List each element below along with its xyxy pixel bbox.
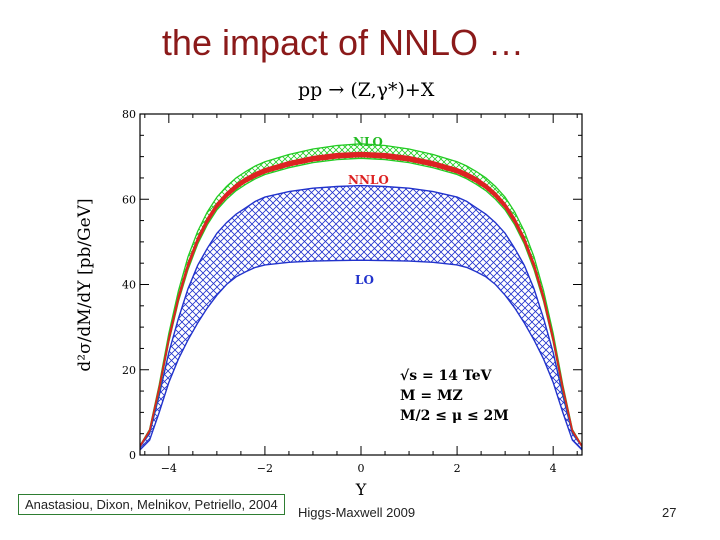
x-tick-label: −2 <box>257 462 273 475</box>
x-tick-label: 4 <box>550 462 557 475</box>
x-axis-label: Y <box>355 480 367 499</box>
page-number: 27 <box>662 505 677 520</box>
annotation-scale: M/2 ≤ μ ≤ 2M <box>400 408 509 424</box>
band-nlo-upper-edge <box>140 143 582 446</box>
band-nnlo-lower-edge <box>140 155 582 447</box>
footer-text: Higgs-Maxwell 2009 <box>298 505 416 520</box>
series-label-nnlo: NNLO <box>348 173 389 187</box>
x-tick-label: 2 <box>454 462 461 475</box>
band-lo-lower-edge <box>140 259 582 451</box>
x-tick-label: −4 <box>161 462 177 475</box>
y-tick-label: 40 <box>122 279 136 292</box>
series-label-lo: LO <box>355 273 374 287</box>
citation-box: Anastasiou, Dixon, Melnikov, Petriello, … <box>18 494 285 515</box>
annotation-energy: √s = 14 TeV <box>400 368 493 384</box>
band-nnlo-upper-edge <box>140 151 582 447</box>
band-lo <box>140 185 582 450</box>
y-tick-label: 20 <box>122 364 136 377</box>
y-tick-label: 60 <box>122 193 136 206</box>
annotation-mass: M = MZ <box>400 388 463 404</box>
slide-title: the impact of NNLO … <box>161 22 525 63</box>
y-tick-label: 80 <box>122 108 136 121</box>
y-tick-label: 0 <box>129 449 136 462</box>
process-label: pp → (Z,γ*)+X <box>298 79 435 101</box>
band-lo-upper-edge <box>140 184 582 447</box>
y-axis-label: d²σ/dM/dY [pb/GeV] <box>75 198 95 371</box>
series-label-nlo: NLO <box>353 135 383 149</box>
band-nlo-lower-edge <box>140 157 582 447</box>
x-tick-label: 0 <box>358 462 365 475</box>
